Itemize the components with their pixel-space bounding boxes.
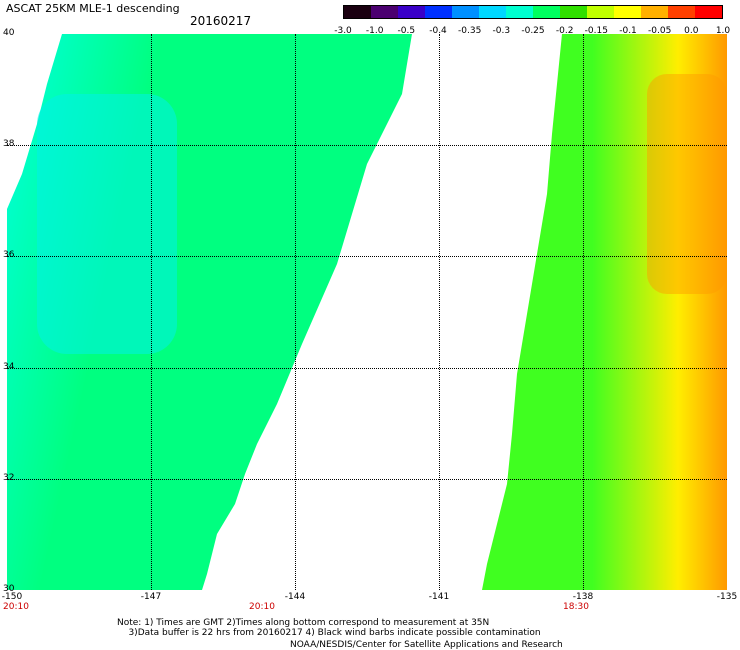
latitude-label: 34	[3, 361, 15, 372]
latitude-label: 36	[3, 250, 15, 261]
longitude-label: -141	[428, 592, 450, 602]
latitude-label: 40	[3, 28, 15, 38]
notes-block: Note: 1) Times are GMT 2)Times along bot…	[117, 618, 541, 638]
west-swath-cyan-patch	[37, 94, 177, 354]
color-scale-segment	[425, 6, 452, 18]
color-scale-segment	[641, 6, 668, 18]
color-scale-label: -0.1	[619, 26, 637, 36]
longitude-label: -138	[572, 592, 594, 602]
note-line-2: 3)Data buffer is 22 hrs from 20160217 4)…	[128, 628, 541, 638]
longitude-label: -150	[1, 592, 23, 602]
color-scale-label: -0.2	[555, 26, 574, 36]
color-scale-segment	[452, 6, 479, 18]
longitude-grid-line	[151, 34, 152, 590]
longitude-label: -135	[716, 592, 738, 602]
color-scale-label: -3.0	[334, 26, 352, 36]
latitude-label: 38	[3, 139, 15, 150]
latitude-label: 32	[3, 472, 15, 483]
color-scale-segment	[668, 6, 695, 18]
latitude-grid-line	[7, 478, 727, 480]
color-scale-segment	[533, 6, 560, 18]
product-date: 20160217	[190, 14, 252, 28]
longitude-label: -144	[284, 592, 306, 602]
time-label: 20:10	[249, 602, 275, 612]
color-scale-label: -0.25	[521, 26, 545, 36]
latitude-grid-line	[7, 256, 727, 258]
wind-swath-layer	[7, 34, 727, 590]
color-scale-segment	[506, 6, 533, 18]
east-swath-orange-patch	[647, 74, 727, 294]
color-scale-label: -0.4	[429, 26, 447, 36]
color-scale-label: 1.0	[715, 26, 731, 36]
color-scale-label: -0.5	[397, 26, 416, 36]
color-scale-segment	[398, 6, 425, 18]
color-scale-bar	[343, 5, 723, 19]
color-scale-label: -0.35	[458, 26, 482, 36]
color-scale-segment	[344, 6, 371, 18]
color-scale-label: -0.05	[648, 26, 672, 36]
color-scale-label: -1.0	[365, 26, 384, 36]
color-scale-segment	[587, 6, 614, 18]
longitude-grid-line	[295, 34, 296, 590]
color-scale-segment	[614, 6, 641, 18]
color-scale-segment	[479, 6, 506, 18]
color-scale-segment	[560, 6, 587, 18]
color-scale-segment	[371, 6, 398, 18]
color-scale-label: -0.15	[584, 26, 608, 36]
credit-line: NOAA/NESDIS/Center for Satellite Applica…	[290, 640, 563, 650]
product-title: ASCAT 25KM MLE-1 descending	[6, 2, 180, 15]
color-scale-label: -0.3	[492, 26, 511, 36]
map-panel	[7, 34, 727, 590]
time-label: 18:30	[563, 602, 589, 612]
east-swath	[482, 34, 727, 590]
longitude-grid-line	[583, 34, 584, 590]
time-label: 20:10	[3, 602, 29, 612]
note-line-1: Note: 1) Times are GMT 2)Times along bot…	[117, 618, 490, 628]
latitude-grid-line	[7, 367, 727, 369]
color-scale-segment	[695, 6, 722, 18]
color-scale-label: 0.0	[684, 26, 699, 36]
latitude-grid-line	[7, 145, 727, 147]
longitude-label: -147	[140, 592, 162, 602]
longitude-grid-line	[439, 34, 440, 590]
latitude-label: 30	[3, 584, 15, 594]
